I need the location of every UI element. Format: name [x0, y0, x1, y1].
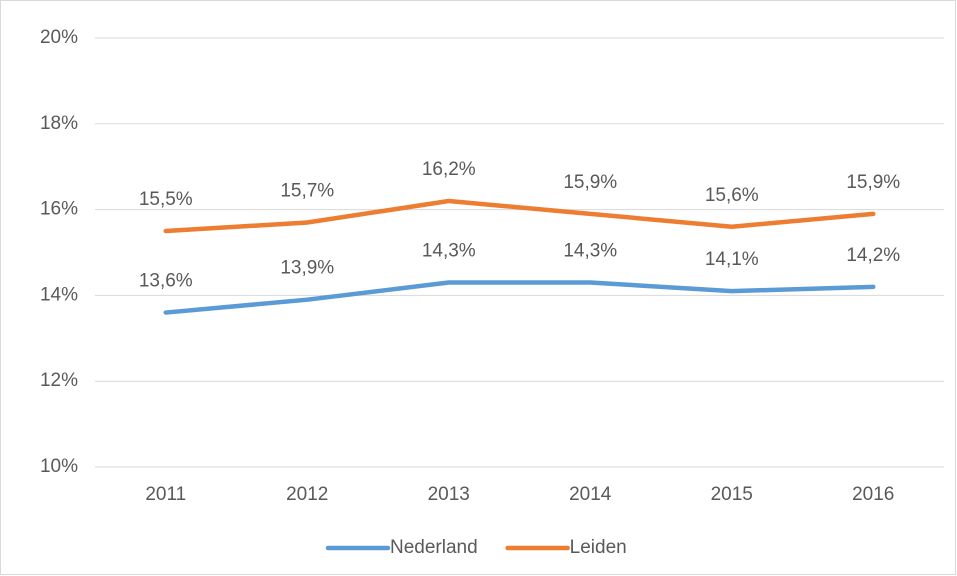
- x-tick-label: 2014: [569, 484, 612, 505]
- data-label: 16,2%: [422, 159, 476, 180]
- y-tick-label: 14%: [40, 284, 78, 305]
- x-tick-label: 2012: [286, 484, 328, 505]
- y-tick-label: 10%: [40, 456, 78, 477]
- legend-label: Leiden: [570, 537, 627, 558]
- data-label: 15,6%: [705, 185, 759, 206]
- data-label: 15,5%: [139, 189, 193, 210]
- series-line: [163, 280, 876, 315]
- legend-label: Nederland: [390, 537, 478, 558]
- data-label: 14,3%: [563, 241, 617, 262]
- data-label: 15,7%: [280, 180, 334, 201]
- y-tick-label: 12%: [40, 370, 78, 391]
- y-tick-label: 16%: [40, 199, 78, 220]
- x-tick-label: 2016: [852, 484, 894, 505]
- data-label: 13,9%: [280, 258, 334, 279]
- data-label: 15,9%: [846, 172, 900, 193]
- series-line: [163, 198, 876, 234]
- x-tick-label: 2015: [711, 484, 753, 505]
- data-label: 14,1%: [705, 249, 759, 270]
- data-label: 14,3%: [422, 241, 476, 262]
- data-label: 13,6%: [139, 271, 193, 292]
- x-tick-label: 2013: [428, 484, 470, 505]
- data-label: 15,9%: [563, 172, 617, 193]
- x-tick-label: 2011: [145, 484, 186, 505]
- y-tick-label: 18%: [40, 113, 78, 134]
- y-tick-label: 20%: [40, 27, 78, 48]
- data-label: 14,2%: [846, 245, 900, 266]
